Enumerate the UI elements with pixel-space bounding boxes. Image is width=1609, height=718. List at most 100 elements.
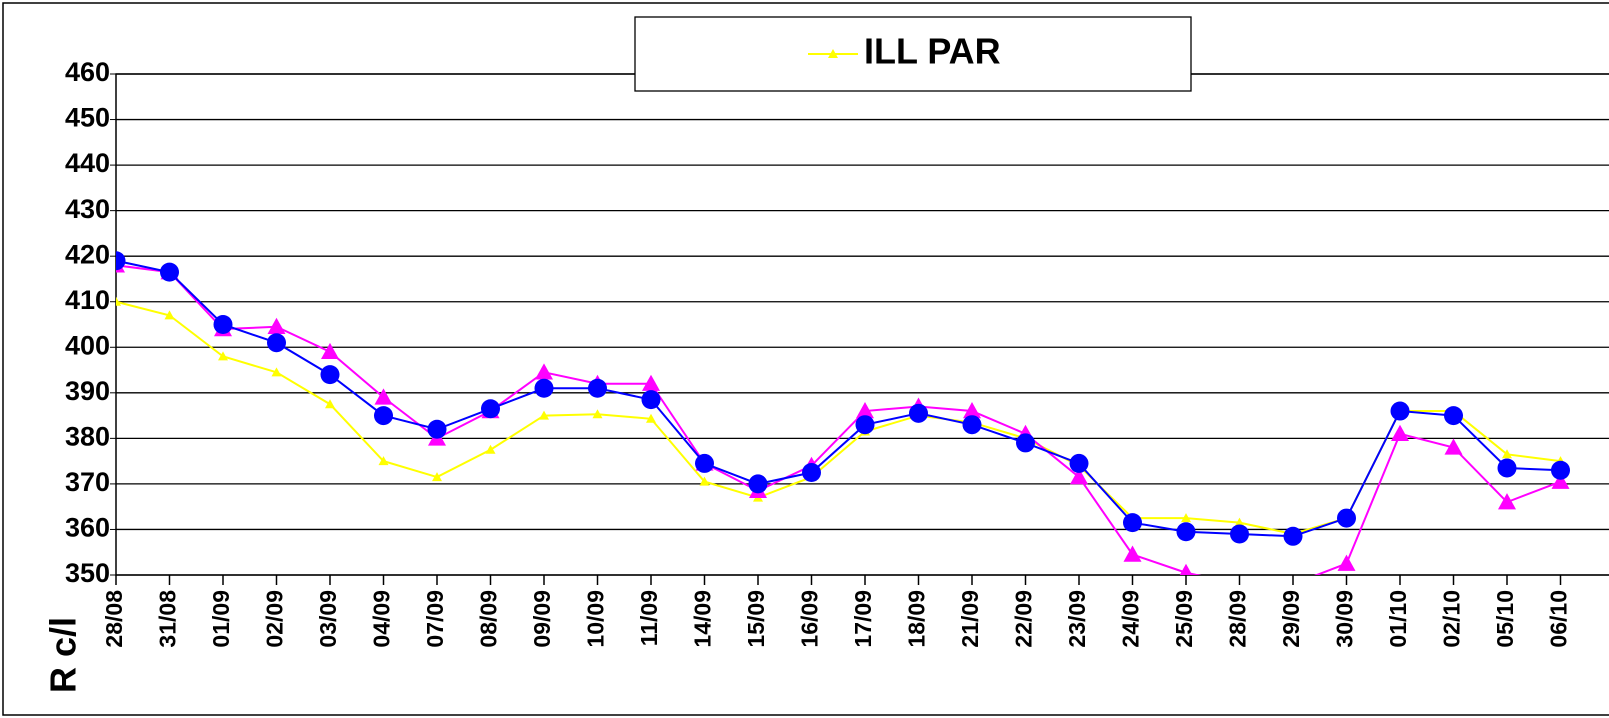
y-tick-label: 400: [65, 330, 110, 360]
x-tick-label: 03/09: [315, 590, 341, 648]
x-tick-label: 07/09: [422, 590, 448, 648]
plot-area: [115, 73, 1609, 576]
point: [699, 476, 710, 486]
point: [160, 262, 179, 282]
point: [1551, 472, 1570, 489]
point: [539, 410, 549, 420]
point: [485, 444, 496, 454]
point: [213, 315, 233, 334]
x-tick-label: 11/09: [636, 590, 662, 646]
point: [1337, 554, 1356, 571]
point: [909, 403, 928, 423]
point: [1551, 460, 1570, 480]
point: [481, 399, 500, 419]
point: [1391, 424, 1409, 442]
point: [1230, 524, 1249, 544]
x-tick-label: 23/09: [1064, 590, 1090, 648]
point: [802, 463, 821, 483]
point: [855, 415, 875, 435]
series-layer: [116, 251, 1570, 575]
point: [116, 296, 121, 306]
y-axis-label: R c/l: [43, 617, 84, 693]
point: [642, 374, 660, 391]
x-tick-label: 30/09: [1332, 590, 1358, 648]
x-tick-label: 16/09: [797, 590, 823, 648]
x-tick-label: 06/10: [1546, 590, 1572, 648]
point: [962, 415, 982, 435]
x-tick-label: 02/09: [262, 590, 288, 648]
x-tick-label: 22/09: [1011, 590, 1037, 648]
x-tick-label: 09/09: [529, 590, 555, 648]
series-line: [116, 259, 1561, 538]
point: [374, 388, 393, 405]
point: [1498, 493, 1516, 510]
x-tick-label: 01/10: [1385, 590, 1411, 648]
point: [1069, 453, 1089, 473]
x-tick-label: 25/09: [1171, 590, 1197, 648]
point: [1181, 513, 1191, 523]
point: [432, 472, 442, 482]
point: [321, 342, 339, 360]
x-tick-label: 28/08: [101, 590, 127, 648]
point: [267, 333, 286, 353]
point: [1123, 513, 1142, 533]
point: [1390, 401, 1410, 421]
y-tick-label: 380: [65, 421, 110, 451]
point: [1176, 522, 1196, 542]
y-tick-label: 410: [65, 285, 110, 315]
point: [320, 365, 340, 385]
point: [1016, 433, 1035, 453]
y-tick-label: 370: [65, 467, 110, 497]
point: [646, 413, 656, 423]
point: [267, 317, 286, 334]
x-tick-label: 18/09: [904, 590, 930, 648]
legend-label: ILL PAR: [864, 31, 1001, 72]
point: [1502, 449, 1512, 459]
x-tick-label: 17/09: [850, 590, 876, 648]
x-tick-label: 15/09: [743, 590, 769, 648]
point: [748, 474, 768, 494]
point: [218, 351, 228, 361]
point: [378, 456, 389, 466]
point: [271, 367, 282, 377]
y-tick-label: 420: [65, 239, 110, 269]
x-tick-label: 31/08: [155, 590, 181, 648]
y-tick-label: 390: [65, 376, 110, 406]
point: [535, 363, 553, 380]
x-tick-label: 24/09: [1118, 590, 1144, 648]
point: [116, 251, 126, 271]
point: [1444, 438, 1463, 455]
x-tick-label: 05/10: [1492, 590, 1518, 648]
point: [1444, 406, 1463, 426]
point: [1283, 526, 1303, 546]
x-tick-label: 29/09: [1278, 590, 1304, 648]
point: [534, 378, 554, 398]
y-tick-label: 430: [65, 194, 110, 224]
x-tick-label: 01/09: [208, 590, 234, 648]
x-tick-label: 02/10: [1439, 590, 1465, 648]
point: [828, 49, 838, 58]
y-tick-label: 440: [65, 148, 110, 178]
point: [1123, 545, 1142, 562]
y-tick-label: 350: [65, 558, 110, 588]
point: [164, 310, 175, 320]
point: [1179, 563, 1193, 575]
x-tick-label: 04/09: [369, 590, 395, 648]
x-tick-label: 21/09: [957, 590, 983, 648]
point: [1070, 468, 1088, 485]
point: [374, 406, 393, 426]
x-tick-label: 10/09: [583, 590, 609, 648]
series-line: [116, 300, 1561, 536]
point: [1337, 508, 1356, 528]
point: [1234, 517, 1245, 527]
point: [1497, 458, 1517, 478]
x-tick-label: 14/09: [690, 590, 716, 648]
point: [592, 409, 603, 419]
point: [856, 402, 874, 419]
legend-box: [634, 16, 1192, 92]
series-line: [116, 264, 1561, 575]
point: [427, 419, 447, 439]
x-tick-label: 08/09: [476, 590, 502, 648]
